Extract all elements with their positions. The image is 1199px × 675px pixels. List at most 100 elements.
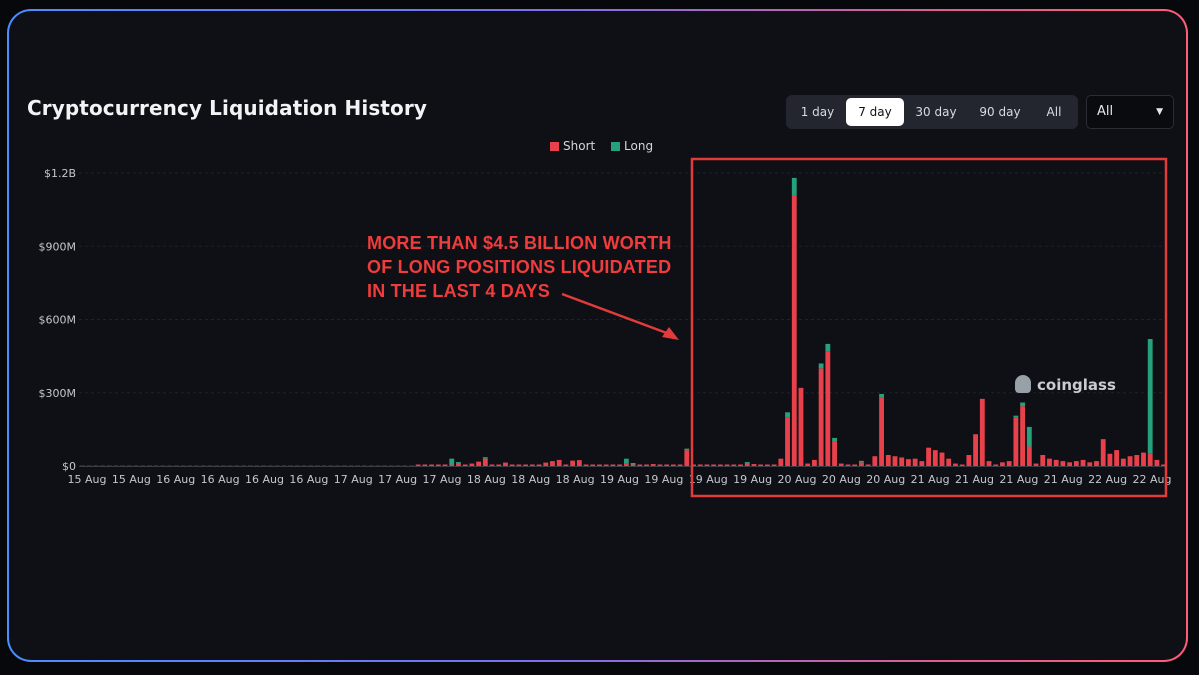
bar-short [261,465,267,466]
bar-short [623,463,629,466]
bar-short [180,465,186,466]
bar-short [93,465,99,466]
bar-short [1147,453,1153,466]
bar-short [650,464,656,466]
bar-short [758,464,764,466]
bar-short [1087,462,1093,466]
bar-short [409,465,414,466]
highlight-box [690,157,1168,498]
x-tick-label: 18 Aug [511,473,550,486]
bar-short [247,465,253,466]
bar-short [160,465,166,466]
legend-swatch-long [611,142,621,151]
bar-short [429,464,435,466]
bar-short [1000,462,1005,466]
y-tick-label: $300M [39,387,77,400]
watermark-text: coinglass [1037,376,1116,394]
bar-short [556,459,562,466]
bar-short [603,464,609,466]
bar-short [610,464,616,466]
coin-filter-dropdown[interactable]: All ▼ [1086,95,1174,129]
bar-short [993,464,999,466]
range-7-day-button[interactable]: 7 day [846,98,904,126]
bar-short [456,463,461,466]
bar-short [1114,450,1120,466]
legend-label-long: Long [624,139,654,153]
bar-short [946,458,952,466]
bar-short [704,464,710,466]
bar-long [825,343,831,352]
bar-short [738,464,743,466]
bar-short [469,463,475,466]
bar-long [630,463,636,465]
bar-short [677,464,683,466]
bar-short [697,464,703,466]
x-tick-label: 19 Aug [689,473,728,486]
page-title: Cryptocurrency Liquidation History [27,96,427,120]
outer-frame: Cryptocurrency Liquidation History 1 day… [7,9,1188,662]
x-tick-label: 17 Aug [423,473,462,486]
bar-short [664,464,670,466]
range-1-day-button[interactable]: 1 day [800,105,835,119]
arrow-head-icon [662,327,679,340]
bar-short [482,458,488,466]
bar-short [1107,453,1113,466]
bar-short [281,465,287,466]
bar-short [200,465,206,466]
bar-short [167,465,173,466]
x-tick-label: 17 Aug [334,473,373,486]
caret-down-icon: ▼ [1156,107,1163,117]
bar-short [919,461,925,466]
bar-short [852,464,858,466]
bar-short [133,465,139,466]
legend-label-short: Short [563,139,596,153]
bar-short [140,465,146,466]
bar-short [308,465,314,466]
bar-short [684,450,690,466]
bar-short [375,465,381,466]
coinglass-logo-icon [1015,375,1031,393]
bar-short [637,464,643,466]
bar-short [731,464,737,466]
range-90-day-button[interactable]: 90 day [979,105,1021,119]
range-30-day-button[interactable]: 30 day [915,105,957,119]
coinglass-watermark: coinglass [1015,375,1116,394]
bar-short [1080,459,1086,466]
bar-short [691,464,696,466]
bar-short [764,464,770,466]
bar-short [590,464,596,466]
x-tick-label: 16 Aug [156,473,195,486]
legend-item-long[interactable]: Long [611,139,653,153]
bar-short [1067,462,1073,466]
bar-short [355,465,361,466]
bar-short [906,459,911,466]
bar-short [321,465,327,466]
bar-short [1033,463,1039,466]
legend-item-short[interactable]: Short [550,139,595,153]
bar-short [570,460,576,466]
x-tick-label: 19 Aug [600,473,639,486]
bar-short [892,456,898,466]
bar-short [932,450,938,466]
x-tick-label: 16 Aug [245,473,284,486]
x-axis-ticks: 15 Aug 15 Aug 16 Aug 16 Aug 16 Aug 16 Aug 17 A… [68,473,1172,486]
x-tick-label: 22 Aug [1133,473,1172,486]
bar-short [724,464,730,466]
x-tick-label: 22 Aug [1088,473,1127,486]
bar-short [771,464,777,466]
bar-short [838,463,844,466]
bar-short [1040,455,1046,466]
bar-short [550,461,555,466]
liquidation-bar-chart: $0 $300M $600M $900M $1.2B 15 Aug 15 Aug 16 Au… [39,157,1172,498]
bar-short [805,463,811,466]
bar-short [288,465,293,466]
bar-short [751,464,757,466]
bar-long [1147,339,1153,454]
range-all-button[interactable]: All [1046,105,1062,119]
bar-short [744,463,750,466]
x-tick-label: 17 Aug [378,473,417,486]
y-tick-label: $0 [62,460,76,473]
bar-long [744,462,750,464]
x-tick-label: 19 Aug [644,473,683,486]
x-tick-label: 18 Aug [467,473,506,486]
